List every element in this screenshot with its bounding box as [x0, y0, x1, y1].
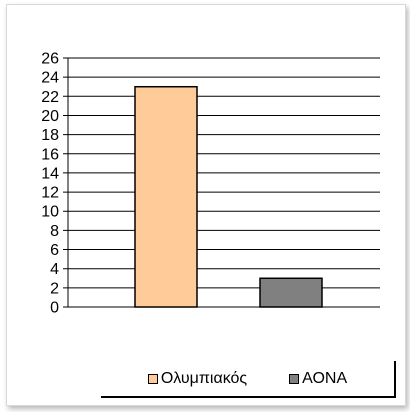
y-tick-label-8: 8	[50, 223, 59, 240]
chart-frame	[6, 4, 406, 406]
y-tick-label-4: 4	[50, 261, 59, 278]
bar-olympiakos	[134, 85, 198, 308]
gridlines	[63, 57, 380, 308]
y-tick-label-22: 22	[41, 89, 59, 106]
legend-swatch-aona	[289, 373, 300, 384]
y-tick-label-10: 10	[41, 204, 59, 221]
y-tick-label-18: 18	[41, 127, 59, 144]
legend-entry-aona: ΑΟΝΑ	[289, 370, 347, 388]
y-tick-label-26: 26	[41, 51, 59, 68]
bars	[134, 85, 323, 308]
y-tick-label-16: 16	[41, 146, 59, 163]
y-tick-label-24: 24	[41, 70, 59, 87]
y-tick-label-12: 12	[41, 185, 59, 202]
y-tick-label-2: 2	[50, 280, 59, 297]
y-tick-label-20: 20	[41, 108, 59, 125]
legend-label-olympiakos: Ολυμπιακός	[160, 369, 248, 387]
y-tick-label-14: 14	[41, 165, 59, 182]
legend-label-aona: ΑΟΝΑ	[302, 369, 348, 387]
legend: Ολυμπιακός ΑΟΝΑ	[101, 361, 396, 398]
legend-entry-olympiakos: Ολυμπιακός	[147, 369, 248, 388]
legend-swatch-olympiakos	[147, 373, 158, 384]
bar-aona	[259, 277, 323, 308]
y-tick-label-0: 0	[50, 300, 59, 317]
y-tick-label-6: 6	[50, 242, 59, 259]
